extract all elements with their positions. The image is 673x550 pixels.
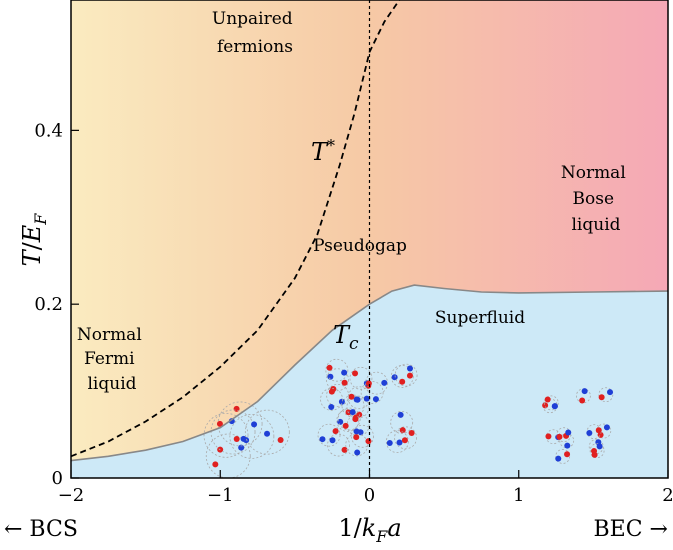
bec-label: BEC →: [594, 517, 669, 542]
pseudogap-label: Pseudogap: [313, 236, 407, 256]
pair-sketch: [542, 387, 614, 464]
y-axis-ticks: 0 0.2 0.4: [34, 120, 79, 489]
x-tick-label: 1: [513, 485, 524, 506]
unpaired-label: Unpaired fermions: [212, 9, 298, 57]
superfluid-label: Superfluid: [435, 308, 525, 328]
tc-curve: [70, 284, 669, 462]
x-axis-ticks: −2 −1 0 1 2: [58, 470, 673, 506]
normal-bose-label: Normal Bose liquid: [561, 163, 631, 235]
x-tick-label: 0: [364, 485, 375, 506]
t-star-curve: [71, 0, 401, 458]
x-tick-label: −2: [58, 485, 85, 506]
x-tick-label: −1: [207, 485, 234, 506]
normal-fermi-label: Normal Fermi liquid: [77, 325, 147, 394]
pair-sketch: [317, 358, 418, 457]
y-tick-label: 0: [52, 468, 63, 489]
pair-sketches: [203, 358, 614, 478]
y-tick-label: 0.4: [34, 120, 63, 141]
pair-sketch: [203, 401, 290, 478]
x-axis-label: 1/kFa: [338, 514, 401, 546]
y-axis-label: T/EF: [18, 213, 50, 267]
bcs-label: ← BCS: [4, 517, 78, 542]
x-tick-label: 2: [662, 485, 673, 506]
y-tick-label: 0.2: [34, 294, 63, 315]
